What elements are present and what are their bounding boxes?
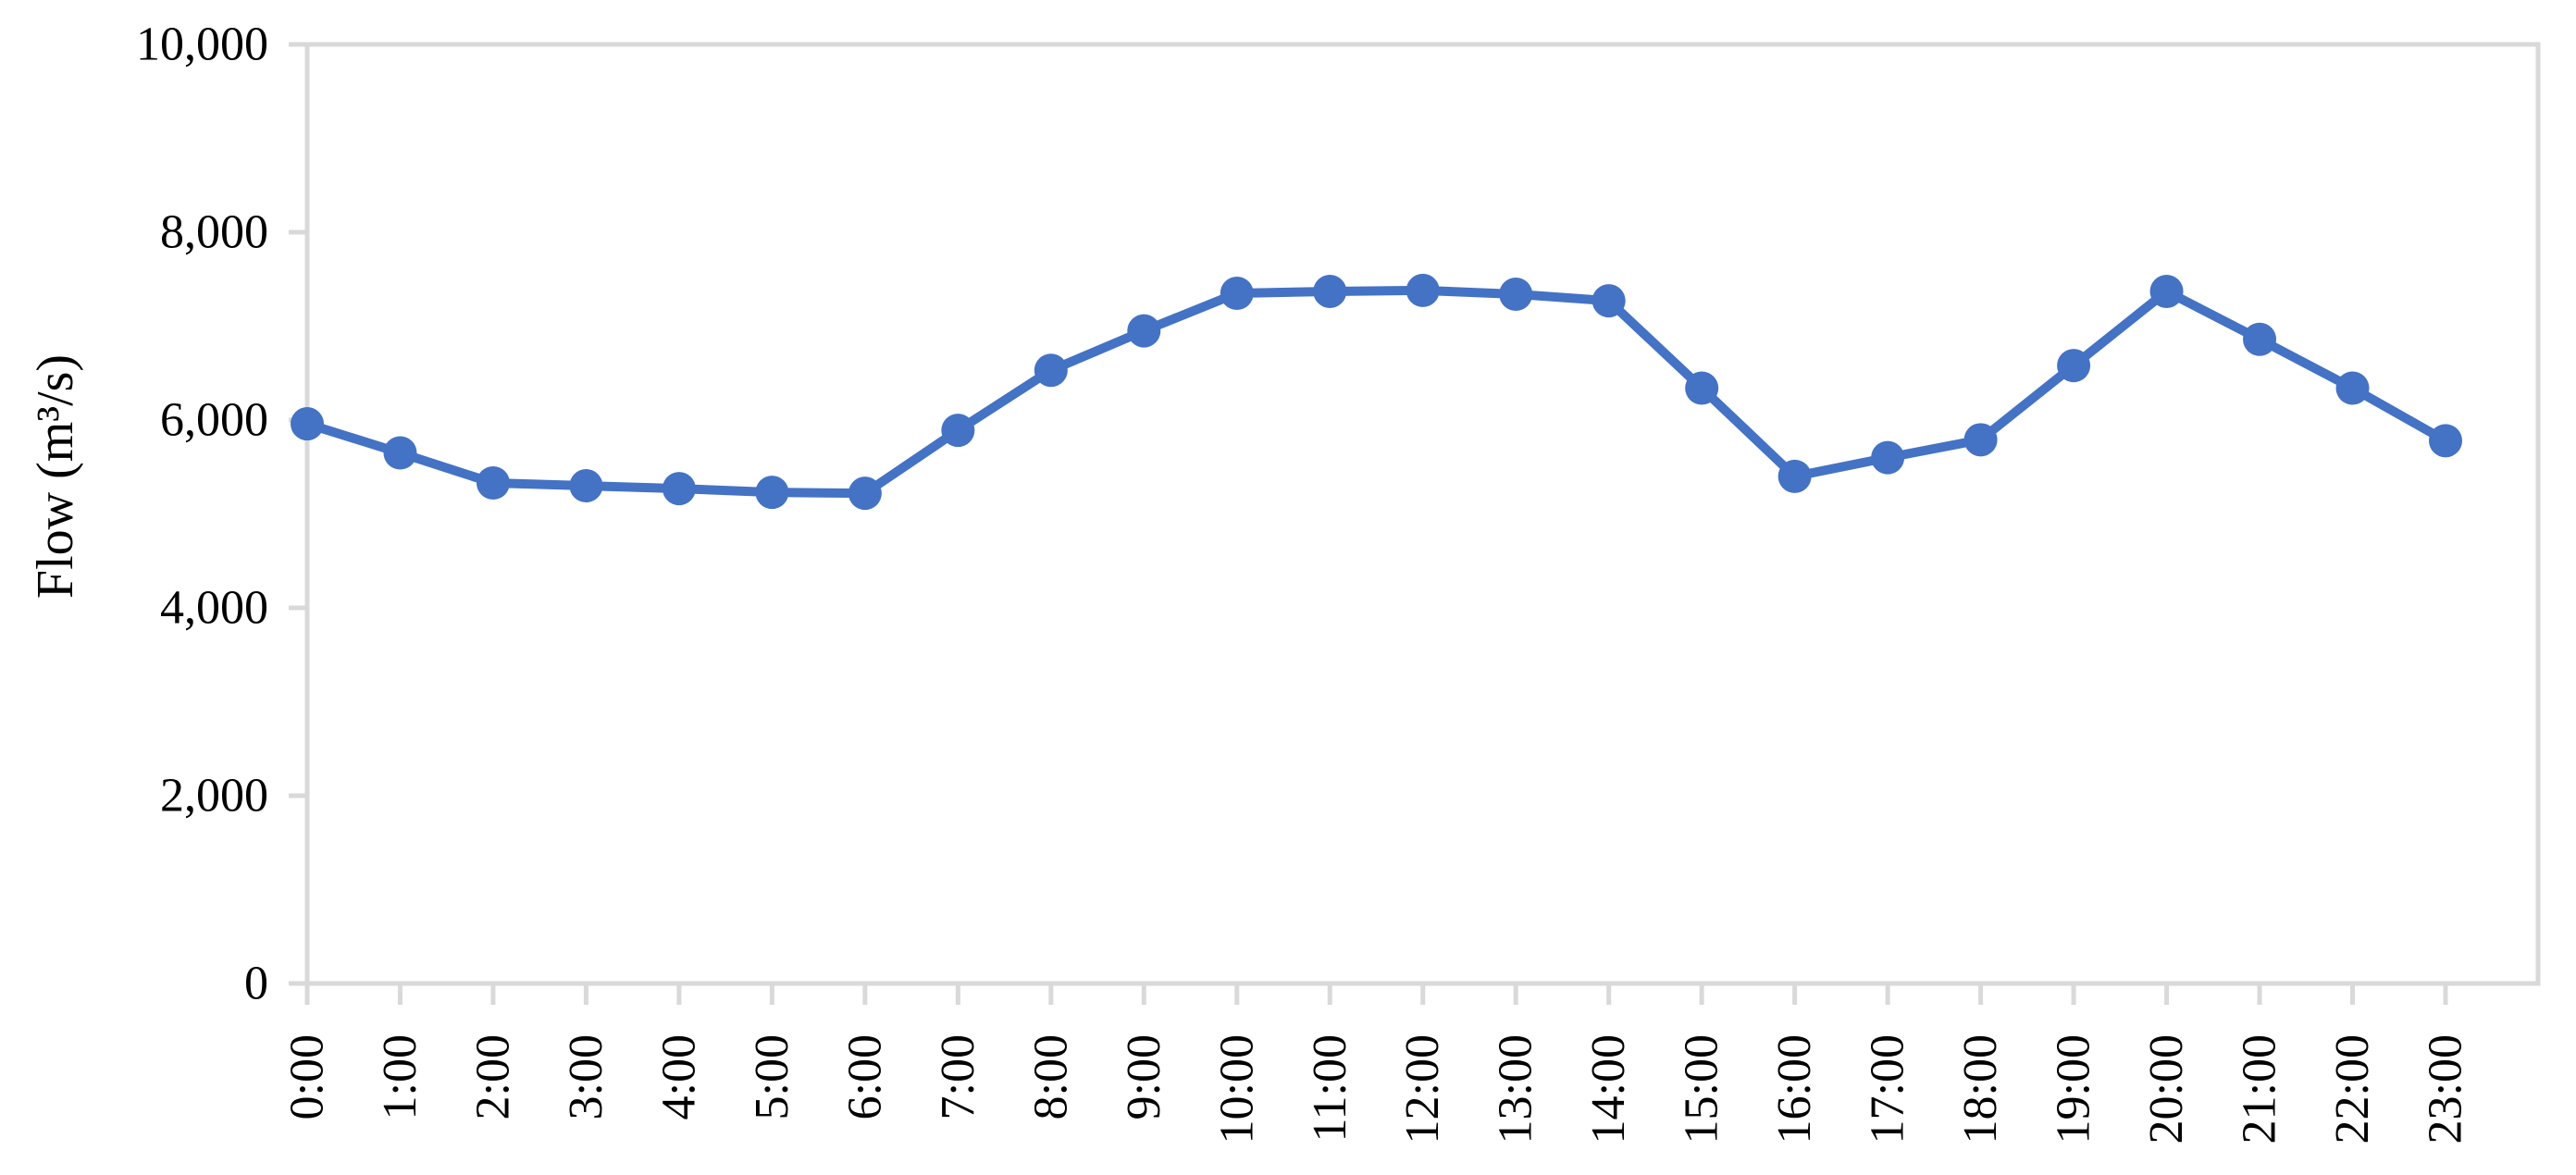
x-axis-tick-label: 15:00 — [1676, 1034, 1728, 1144]
data-point-marker — [1313, 274, 1347, 308]
y-axis-tick-label: 10,000 — [136, 19, 268, 71]
data-point-marker — [2429, 424, 2462, 458]
data-point-marker — [1220, 276, 1254, 310]
data-point-marker — [1127, 314, 1161, 348]
x-axis-tick-label: 19:00 — [2048, 1034, 2100, 1144]
data-point-marker — [662, 472, 696, 506]
data-point-marker — [1685, 371, 1719, 405]
x-axis-tick-label: 12:00 — [1396, 1034, 1449, 1144]
data-point-marker — [1499, 277, 1533, 311]
x-axis-tick-label: 3:00 — [560, 1034, 613, 1119]
data-point-marker — [1963, 423, 1998, 457]
data-point-marker — [2243, 322, 2277, 356]
x-axis-tick-label: 9:00 — [1118, 1034, 1170, 1119]
data-point-marker — [2149, 274, 2184, 308]
x-axis-tick-label: 11:00 — [1304, 1034, 1356, 1143]
x-axis-tick-label: 1:00 — [374, 1034, 427, 1119]
flow-series-line — [303, 285, 2450, 499]
data-point-marker — [1591, 284, 1626, 318]
y-axis-tick-label: 6,000 — [160, 394, 268, 447]
y-axis-tick-label: 8,000 — [160, 206, 268, 259]
y-axis-tick-label: 2,000 — [160, 770, 268, 822]
data-point-marker — [383, 436, 417, 470]
x-axis-tick-label: 13:00 — [1490, 1034, 1542, 1144]
data-point-marker — [1871, 440, 1905, 475]
x-axis-tick-label: 7:00 — [932, 1034, 985, 1119]
data-point-marker — [1034, 353, 1068, 388]
y-axis-tick-label: 4,000 — [160, 582, 268, 635]
data-point-marker — [476, 466, 510, 501]
x-axis-tick-label: 20:00 — [2140, 1034, 2193, 1144]
x-axis-tick-label: 5:00 — [746, 1034, 799, 1119]
x-axis-tick-label: 14:00 — [1582, 1034, 1635, 1144]
x-axis-tick-label: 10:00 — [1210, 1034, 1263, 1144]
data-point-marker — [1406, 273, 1440, 307]
x-axis-tick-label: 21:00 — [2234, 1034, 2286, 1144]
y-axis-tick-label: 0 — [244, 958, 268, 1010]
data-point-marker — [2335, 371, 2370, 405]
x-axis-tick-label: 18:00 — [1954, 1034, 2007, 1144]
data-point-marker — [755, 476, 789, 510]
x-axis-tick-label: 2:00 — [466, 1034, 519, 1119]
x-axis-tick-label: 22:00 — [2326, 1034, 2379, 1144]
x-axis-tick-label: 4:00 — [652, 1034, 705, 1119]
data-point-marker — [569, 469, 603, 503]
x-axis-tick-label: 23:00 — [2420, 1034, 2472, 1144]
data-point-marker — [291, 407, 324, 441]
x-axis-tick-label: 6:00 — [838, 1034, 891, 1119]
data-point-marker — [848, 476, 882, 511]
x-axis-tick-label: 16:00 — [1768, 1034, 1821, 1144]
data-point-marker — [1777, 459, 1812, 493]
data-point-marker — [2057, 349, 2091, 383]
plot-area-border — [304, 42, 2541, 986]
y-axis-title: Flow (m³/s) — [27, 354, 84, 599]
x-axis-tick-label: 17:00 — [1862, 1034, 1914, 1144]
x-axis-tick-label: 0:00 — [281, 1034, 334, 1119]
data-point-marker — [941, 414, 975, 448]
x-axis-tick-label: 8:00 — [1024, 1034, 1077, 1119]
